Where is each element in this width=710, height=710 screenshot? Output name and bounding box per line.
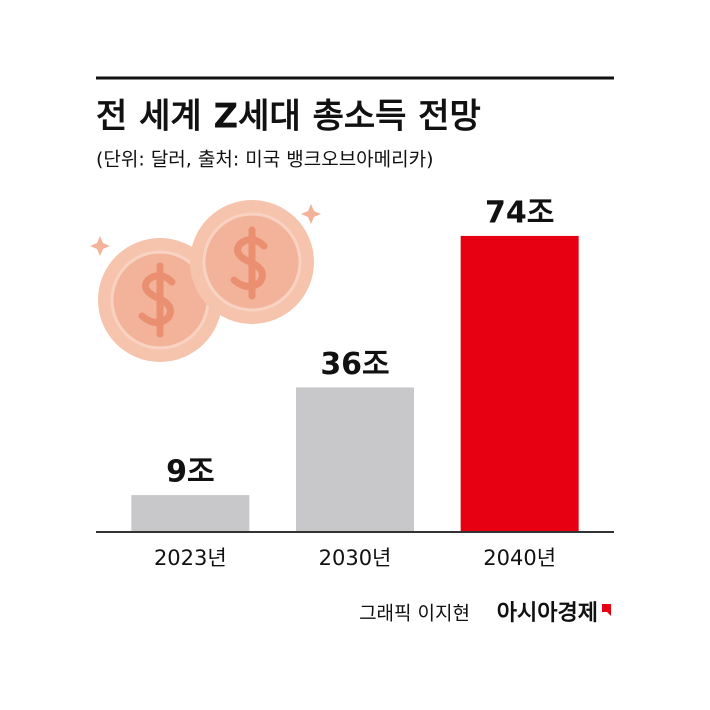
value-label: 74조 (485, 195, 554, 230)
coins-illustration (90, 200, 321, 362)
chart-subtitle: (단위: 달러, 출처: 미국 뱅크오브아메리카) (96, 149, 434, 171)
credit: 그래픽 이지현 (359, 603, 470, 625)
x-tick-label: 2030년 (319, 546, 392, 570)
value-label: 36조 (320, 347, 389, 382)
bar (296, 387, 414, 531)
publisher-logo (602, 604, 611, 616)
value-label: 9조 (166, 455, 214, 490)
bar (460, 235, 579, 532)
x-tick-label: 2040년 (483, 546, 556, 570)
publisher: 아시아경제 (497, 601, 598, 626)
chart-title: 전 세계 Z세대 총소득 전망 (96, 97, 481, 137)
x-tick-label: 2023년 (154, 546, 227, 570)
bar (131, 495, 250, 531)
